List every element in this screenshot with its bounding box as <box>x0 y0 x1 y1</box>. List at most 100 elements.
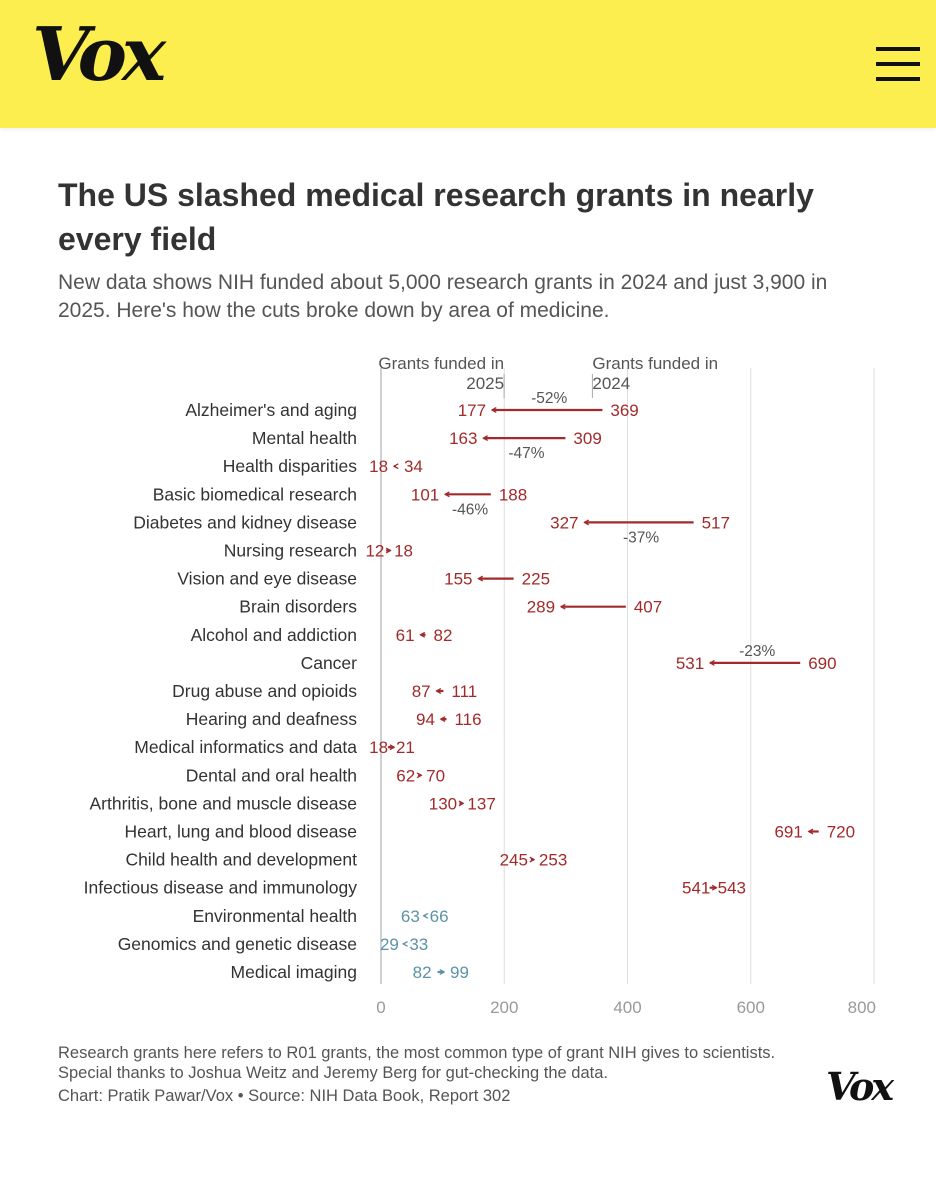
value-2024-label: 137 <box>467 794 495 813</box>
footer-note: Research grants here refers to R01 grant… <box>58 1044 776 1082</box>
row-label: Genomics and genetic disease <box>118 934 357 954</box>
grants-chart: 0 200 400 600 800 Grants funded in2025Grants… <box>84 354 876 1017</box>
value-2025-label: 12 <box>365 542 384 561</box>
chart-row: Vision and eye disease 155 225 <box>177 569 550 589</box>
chart-row: Brain disorders 289 407 <box>239 597 662 617</box>
x-axis-ticks: 0 200 400 600 800 <box>376 998 876 1017</box>
row-label: Medical informatics and data <box>134 737 357 757</box>
chart-row: Mental health 163 309 -47% <box>252 428 602 462</box>
chart-title: The US slashed medical research grants i… <box>58 177 814 257</box>
row-label: Drug abuse and opioids <box>172 681 357 701</box>
value-2025-label: 66 <box>430 907 449 926</box>
chart-row: Environmental health 63 66 <box>193 906 449 926</box>
row-label: Cancer <box>301 653 358 673</box>
percent-change-label: -23% <box>739 643 775 660</box>
row-label: Basic biomedical research <box>153 484 357 504</box>
row-label: Vision and eye disease <box>177 569 357 589</box>
grid-lines <box>380 368 875 984</box>
x-tick-label: 800 <box>848 998 876 1017</box>
legend-2024: Grants funded in <box>592 354 718 373</box>
value-2024-label: 18 <box>394 542 413 561</box>
value-2024-label: 21 <box>396 738 415 757</box>
vox-logo-footer: Vox <box>826 1064 894 1109</box>
menu-line <box>876 62 920 66</box>
value-2025-label: 163 <box>449 429 477 448</box>
row-label: Diabetes and kidney disease <box>133 512 357 532</box>
value-2025-label: 18 <box>369 457 388 476</box>
percent-change-label: -37% <box>623 529 659 546</box>
row-label: Dental and oral health <box>186 765 357 785</box>
value-2025-label: 155 <box>444 570 472 589</box>
percent-change-label: -52% <box>531 390 567 407</box>
row-label: Arthritis, bone and muscle disease <box>90 793 358 813</box>
value-2024-label: 407 <box>634 598 662 617</box>
percent-change-label: -47% <box>508 445 544 462</box>
value-2024-label: 70 <box>426 766 445 785</box>
value-2024-label: 369 <box>610 401 638 420</box>
value-2024-label: 188 <box>499 485 527 504</box>
top-bar: Vox <box>0 0 936 128</box>
value-2025-label: 62 <box>396 766 415 785</box>
row-label: Hearing and deafness <box>186 709 357 729</box>
value-2024-label: 309 <box>573 429 601 448</box>
legend-2024: 2024 <box>592 374 630 393</box>
value-2024-label: 253 <box>539 851 567 870</box>
chart-row: Child health and development 245 253 <box>125 850 567 870</box>
value-2025-label: 541 <box>682 879 710 898</box>
vox-logo[interactable]: Vox <box>32 12 166 98</box>
value-2025-label: 61 <box>396 626 415 645</box>
row-label: Alcohol and addiction <box>191 625 357 645</box>
value-2024-label: 690 <box>808 654 836 673</box>
row-label: Medical imaging <box>231 962 357 982</box>
value-2024-label: 517 <box>702 513 730 532</box>
row-label: Brain disorders <box>239 597 357 617</box>
footer-credit: Chart: Pratik Pawar/Vox • Source: NIH Da… <box>58 1087 511 1105</box>
value-2025-label: 33 <box>409 935 428 954</box>
x-tick-label: 0 <box>376 998 385 1017</box>
value-2025-label: 531 <box>676 654 704 673</box>
row-label: Infectious disease and immunology <box>84 878 358 898</box>
value-2024-label: 29 <box>380 935 399 954</box>
value-2025-label: 691 <box>774 823 802 842</box>
percent-change-label: -46% <box>452 501 488 518</box>
chart-subtitle: New data shows NIH funded about 5,000 re… <box>58 271 828 322</box>
value-2024-label: 225 <box>522 570 550 589</box>
row-label: Heart, lung and blood disease <box>124 822 357 842</box>
x-tick-label: 200 <box>490 998 518 1017</box>
row-label: Child health and development <box>125 850 357 870</box>
value-2025-label: 101 <box>411 485 439 504</box>
value-2024-label: 720 <box>827 823 855 842</box>
value-2025-label: 130 <box>429 794 457 813</box>
chart-row: Genomics and genetic disease 29 33 <box>118 934 429 954</box>
value-2024-label: 111 <box>451 682 477 701</box>
chart-row: Alcohol and addiction 61 82 <box>191 625 453 645</box>
chart-row: Cancer 531 690 -23% <box>301 643 837 673</box>
value-2025-label: 99 <box>450 963 469 982</box>
row-label: Environmental health <box>193 906 357 926</box>
value-2025-label: 327 <box>550 513 578 532</box>
value-2025-label: 245 <box>500 851 528 870</box>
chart-row: Dental and oral health 62 70 <box>186 765 445 785</box>
x-tick-label: 400 <box>613 998 641 1017</box>
chart-row: Basic biomedical research 101 188 -46% <box>153 484 527 518</box>
row-label: Mental health <box>252 428 357 448</box>
hamburger-menu-icon[interactable] <box>876 47 920 83</box>
chart-rows: Alzheimer's and aging 177 369 -52% Mental he… <box>84 390 855 982</box>
row-label: Nursing research <box>224 541 357 561</box>
row-label: Alzheimer's and aging <box>185 400 357 420</box>
value-2024-label: 82 <box>434 626 453 645</box>
x-tick-label: 600 <box>737 998 765 1017</box>
chart-row: Arthritis, bone and muscle disease 130 137 <box>90 793 496 813</box>
chart-row: Medical informatics and data 18 21 <box>134 737 415 757</box>
chart-row: Infectious disease and immunology 541 543 <box>84 878 746 898</box>
legend-2025: 2025 <box>466 374 504 393</box>
chart-row: Heart, lung and blood disease 691 720 <box>124 822 855 842</box>
value-2025-label: 18 <box>369 738 388 757</box>
chart-row: Drug abuse and opioids 87 111 <box>172 681 477 701</box>
chart-row: Medical imaging 82 99 <box>231 962 469 982</box>
menu-line <box>876 77 920 81</box>
row-label: Health disparities <box>223 456 357 476</box>
chart-row: Diabetes and kidney disease 327 517 -37% <box>133 512 730 546</box>
chart-row: Health disparities 18 34 <box>223 456 423 476</box>
